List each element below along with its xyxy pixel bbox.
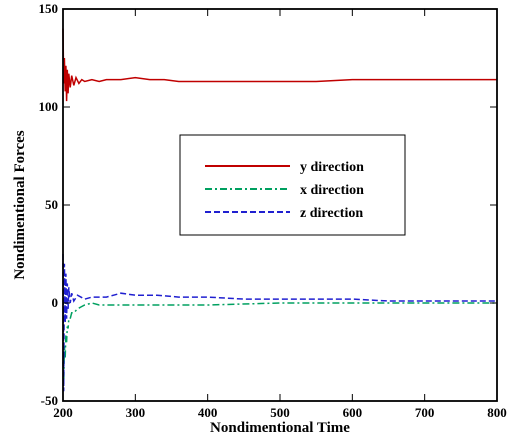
legend-box: [179, 134, 406, 236]
x-tick-label: 700: [415, 405, 435, 420]
series-line-1: [62, 28, 497, 102]
y-axis-title: Nondimentional Forces: [12, 130, 28, 279]
legend-label-2: x direction: [300, 183, 364, 198]
x-axis-ticks: 200 300 400 500 600 700 800: [53, 9, 507, 420]
series-line-3: [62, 253, 497, 392]
legend: y direction x direction z direction: [179, 134, 406, 236]
y-tick-label: 150: [39, 1, 59, 16]
y-axis-ticks: -50 0 50 100 150: [39, 1, 497, 408]
legend-label-3: z direction: [300, 206, 363, 221]
series-line-2: [62, 302, 497, 386]
x-tick-label: 400: [198, 405, 218, 420]
x-tick-label: 600: [343, 405, 363, 420]
x-tick-label: 800: [487, 405, 507, 420]
y-tick-label: 100: [39, 99, 59, 114]
x-tick-label: 500: [270, 405, 290, 420]
legend-label-1: y direction: [300, 160, 364, 175]
series-layer: [62, 28, 497, 392]
y-tick-label: -50: [41, 393, 58, 408]
x-tick-label: 200: [53, 405, 73, 420]
x-axis-title: Nondimentional Time: [210, 420, 350, 436]
x-tick-label: 300: [126, 405, 146, 420]
y-tick-label: 0: [52, 295, 59, 310]
y-tick-label: 50: [45, 197, 58, 212]
